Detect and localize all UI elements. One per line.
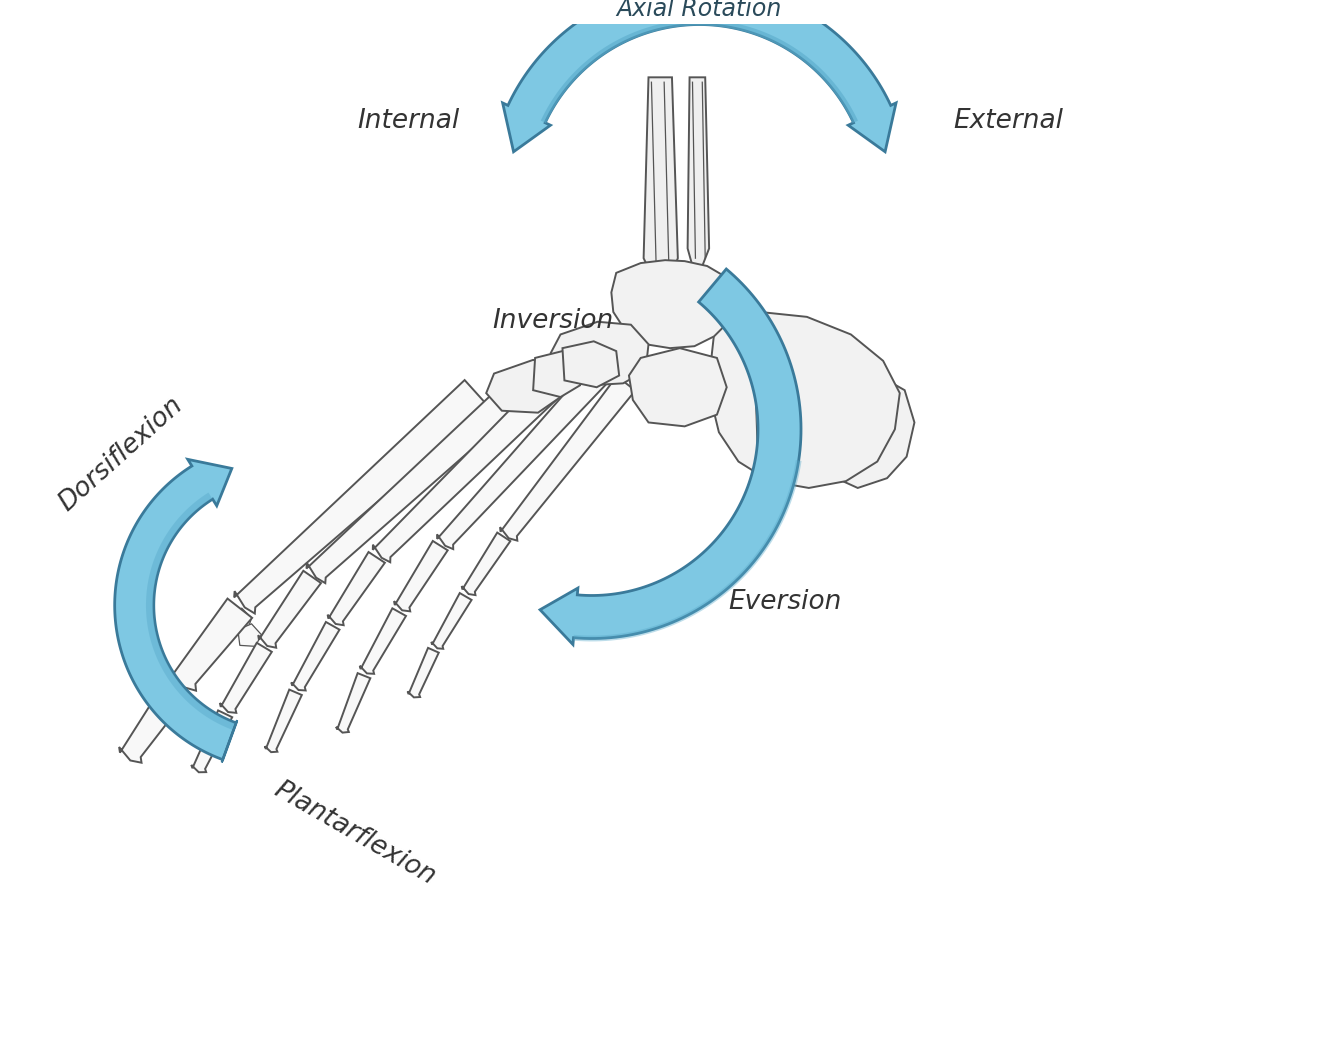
Polygon shape	[228, 608, 252, 631]
Polygon shape	[220, 643, 272, 713]
Polygon shape	[688, 77, 709, 266]
Polygon shape	[437, 362, 611, 549]
Polygon shape	[264, 690, 302, 752]
Text: External: External	[953, 109, 1063, 134]
Text: Plantarflexion: Plantarflexion	[270, 776, 441, 890]
Polygon shape	[432, 593, 472, 648]
Polygon shape	[327, 552, 385, 625]
Polygon shape	[119, 679, 189, 762]
Polygon shape	[359, 608, 406, 674]
Polygon shape	[307, 366, 540, 583]
Polygon shape	[235, 380, 488, 614]
Polygon shape	[540, 20, 858, 124]
Polygon shape	[611, 260, 734, 348]
Polygon shape	[644, 77, 677, 283]
Polygon shape	[170, 599, 252, 691]
Polygon shape	[822, 374, 915, 488]
Polygon shape	[146, 492, 236, 731]
Polygon shape	[503, 0, 896, 152]
Polygon shape	[711, 312, 900, 488]
Polygon shape	[291, 622, 339, 691]
Polygon shape	[540, 269, 801, 644]
Polygon shape	[461, 532, 511, 596]
Text: Eversion: Eversion	[728, 588, 842, 615]
Polygon shape	[192, 711, 232, 772]
Polygon shape	[551, 322, 649, 385]
Polygon shape	[574, 460, 802, 641]
Polygon shape	[259, 571, 320, 647]
Polygon shape	[373, 358, 579, 562]
Polygon shape	[534, 351, 582, 397]
Text: Internal: Internal	[358, 109, 460, 134]
Polygon shape	[500, 376, 636, 541]
Polygon shape	[115, 459, 236, 759]
Polygon shape	[337, 673, 370, 733]
Polygon shape	[487, 360, 562, 413]
Text: Inversion: Inversion	[492, 308, 613, 335]
Polygon shape	[221, 720, 237, 762]
Polygon shape	[237, 624, 261, 646]
Polygon shape	[562, 341, 620, 388]
Text: Dorsiflexion: Dorsiflexion	[54, 392, 188, 516]
Polygon shape	[394, 541, 448, 611]
Polygon shape	[408, 648, 439, 697]
Polygon shape	[629, 348, 727, 427]
Text: Axial Rotation: Axial Rotation	[617, 0, 782, 21]
